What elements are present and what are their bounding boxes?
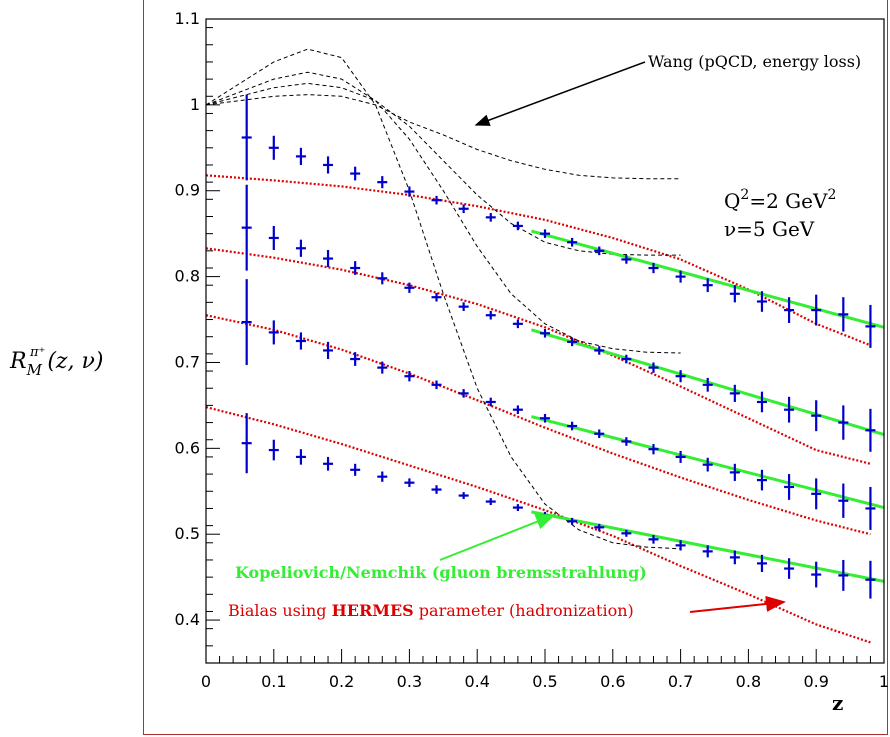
wang-curve (205, 94, 681, 180)
y-axis-label: RMπ⁺(z, ν) (9, 345, 103, 379)
wang-curve (205, 71, 681, 354)
y-tick-label: 0.4 (175, 610, 200, 629)
wang-curve (205, 48, 681, 550)
wang-arrow (474, 61, 646, 126)
y-tick-label: 0.6 (175, 438, 200, 457)
bialas-curve (205, 247, 871, 465)
axes: 0 0.1 0.2 0.3 0.4 0.5 0.6 0.7 0.8 0.9 1 0.4 0.5 0.6 0.… (175, 9, 890, 691)
data-points (241, 94, 876, 599)
y-tick-label: 1 (190, 95, 200, 114)
wang-curve (205, 82, 681, 256)
wang-curves (205, 48, 681, 550)
bialas-arrow (689, 595, 786, 613)
kopeliovich-arrow (439, 514, 556, 561)
y-tick-label: 1.1 (175, 9, 200, 28)
figure-frame (143, 0, 888, 735)
wang-annotation: Wang (pQCD, energy loss) (648, 52, 861, 71)
x-axis-label: z (832, 691, 843, 715)
x-tick-label: 0 (201, 672, 211, 691)
x-tick-label: 0.7 (668, 672, 693, 691)
x-tick-label: 1 (879, 672, 889, 691)
q2-label: Q2=2 GeV2 (724, 187, 836, 213)
bialas-curve (205, 174, 871, 347)
x-tick-label: 0.1 (261, 672, 286, 691)
y-tick-label: 0.5 (175, 524, 200, 543)
nu-label: ν=5 GeV (724, 217, 815, 241)
x-tick-label: 0.4 (464, 672, 489, 691)
kopeliovich-annotation: Kopeliovich/Nemchik (gluon bremsstrahlun… (235, 563, 647, 582)
bialas-curves (205, 174, 871, 644)
bialas-curve (205, 406, 871, 644)
x-tick-label: 0.5 (532, 672, 557, 691)
x-tick-label: 0.8 (736, 672, 761, 691)
bialas-curve (205, 314, 871, 536)
x-tick-label: 0.9 (803, 672, 828, 691)
bialas-annotation: Bialas using HERMES parameter (hadroniza… (228, 601, 634, 620)
x-tick-label: 0.3 (397, 672, 422, 691)
y-tick-label: 0.8 (175, 267, 200, 286)
y-tick-label: 0.7 (175, 352, 200, 371)
x-tick-label: 0.2 (329, 672, 354, 691)
y-tick-label: 0.9 (175, 181, 200, 200)
x-tick-label: 0.6 (600, 672, 625, 691)
